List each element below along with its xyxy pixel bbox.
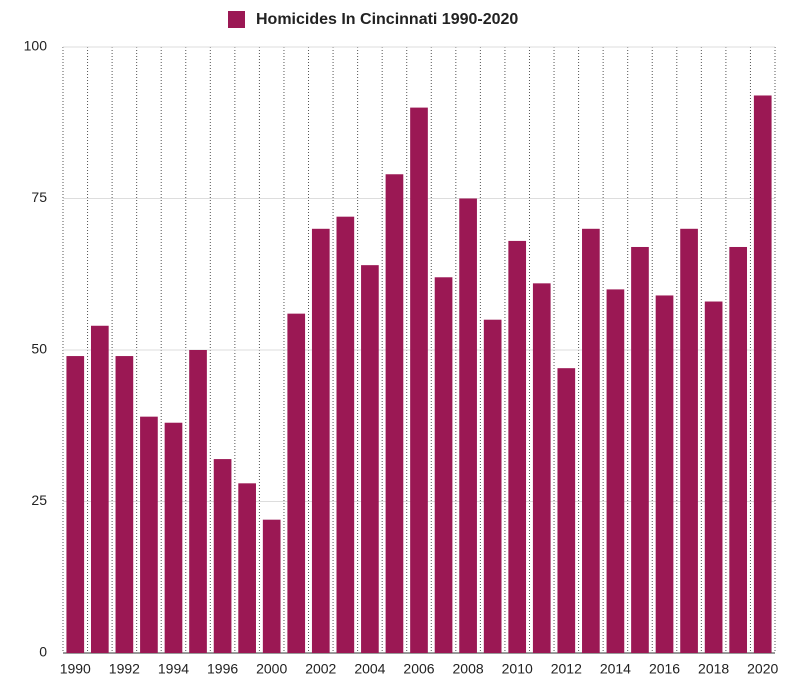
bar: [459, 198, 477, 653]
bar: [311, 228, 330, 654]
bar: [66, 356, 85, 653]
x-tick-label: 1994: [158, 661, 189, 677]
bar: [655, 295, 674, 653]
bar: [582, 228, 600, 654]
y-tick-label: 100: [24, 38, 48, 54]
bar: [434, 277, 453, 653]
bar: [483, 319, 502, 653]
bar: [115, 356, 134, 653]
bar: [680, 228, 698, 654]
bar: [361, 265, 379, 653]
bar: [606, 289, 625, 653]
bar: [213, 459, 232, 653]
x-tick-label: 2014: [600, 661, 631, 677]
bar: [336, 216, 355, 653]
bar: [753, 95, 772, 654]
bar: [532, 283, 551, 653]
x-tick-label: 2010: [502, 661, 533, 677]
bar: [238, 483, 256, 653]
bar: [385, 174, 404, 653]
bar: [140, 416, 158, 653]
x-tick-label: 2018: [698, 661, 729, 677]
x-tick-label: 1996: [207, 661, 238, 677]
x-tick-label: 2006: [403, 661, 434, 677]
x-tick-label: 2008: [453, 661, 484, 677]
bar: [704, 301, 723, 653]
bar: [729, 246, 748, 654]
x-tick-label: 2016: [649, 661, 680, 677]
x-tick-label: 2012: [551, 661, 582, 677]
x-tick-label: 2002: [305, 661, 336, 677]
bar: [189, 350, 207, 653]
legend-swatch: [228, 11, 245, 28]
x-tick-label: 1990: [60, 661, 91, 677]
y-tick-label: 50: [31, 341, 47, 357]
y-tick-label: 0: [39, 644, 47, 660]
bar: [557, 368, 576, 653]
bar: [164, 422, 183, 653]
bar: [287, 313, 306, 653]
x-tick-label: 2000: [256, 661, 287, 677]
y-tick-label: 25: [31, 492, 47, 508]
bar: [410, 107, 428, 654]
bar: [262, 519, 281, 653]
bar: [631, 246, 649, 654]
bar: [90, 325, 109, 653]
y-tick-label: 75: [31, 189, 47, 205]
x-tick-label: 2020: [747, 661, 778, 677]
x-tick-label: 1992: [109, 661, 140, 677]
x-tick-label: 2004: [354, 661, 385, 677]
legend-label: Homicides In Cincinnati 1990-2020: [256, 11, 518, 28]
bar: [508, 240, 527, 654]
